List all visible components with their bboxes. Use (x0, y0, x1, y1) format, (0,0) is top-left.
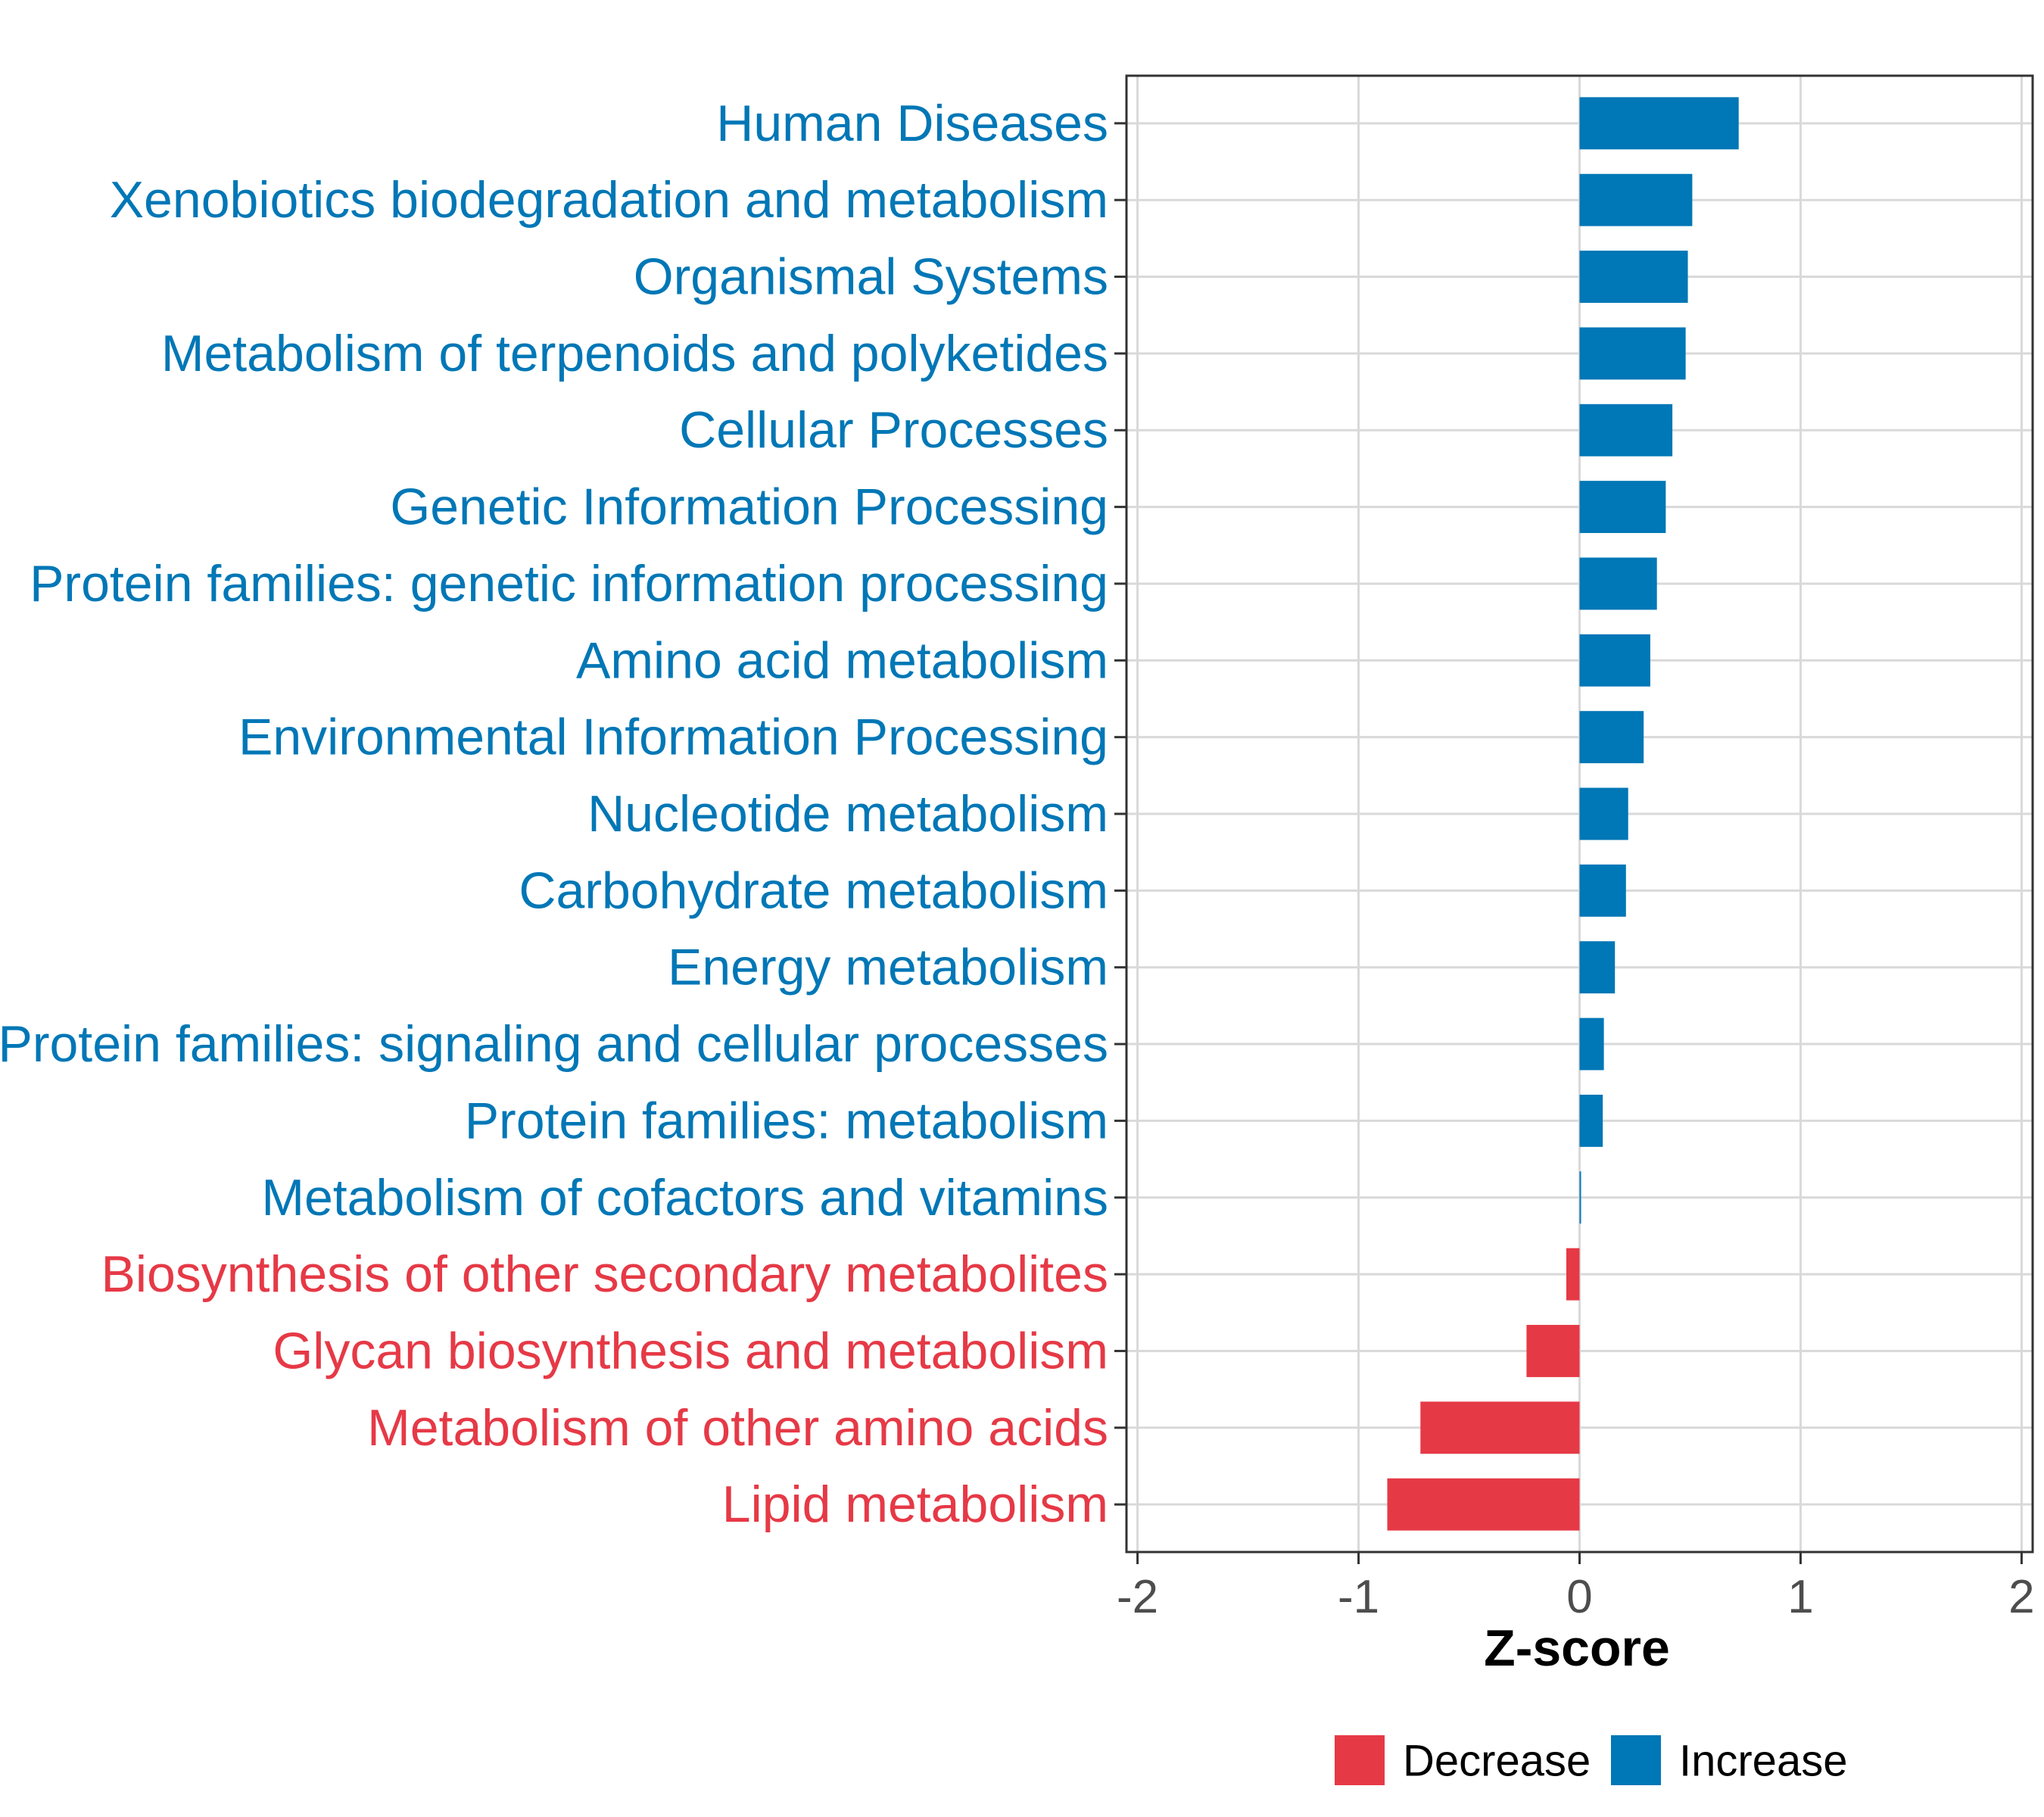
bar (1579, 941, 1616, 994)
bar (1579, 1094, 1603, 1147)
y-tick-label: Protein families: signaling and cellular… (0, 1015, 1108, 1073)
y-tick-label: Protein families: genetic information pr… (30, 555, 1108, 612)
x-tick-label: 2 (2008, 1571, 2034, 1623)
bar (1579, 864, 1626, 917)
y-tick-label: Amino acid metabolism (576, 631, 1108, 689)
y-tick-label: Metabolism of other amino acids (367, 1399, 1108, 1457)
bar (1579, 634, 1650, 687)
legend-item: Increase (1611, 1735, 1847, 1786)
bar (1579, 1171, 1581, 1224)
bar (1579, 1018, 1604, 1071)
y-tick-label: Human Diseases (716, 95, 1108, 152)
bar (1420, 1401, 1580, 1454)
bar (1387, 1478, 1580, 1531)
y-tick-label: Biosynthesis of other secondary metaboli… (101, 1245, 1108, 1303)
y-tick-label: Metabolism of terpenoids and polyketides (161, 325, 1108, 382)
legend-item: Decrease (1335, 1735, 1591, 1786)
y-tick-label: Energy metabolism (668, 939, 1108, 996)
x-axis-title: Z-score (1484, 1619, 1670, 1677)
y-tick-label: Environmental Information Processing (238, 709, 1108, 766)
bar (1579, 327, 1686, 380)
legend: Decrease Increase (1335, 1735, 1847, 1786)
y-tick-label: Genetic Information Processing (390, 478, 1108, 536)
y-tick-label: Nucleotide metabolism (587, 785, 1108, 843)
y-tick-label: Lipid metabolism (722, 1476, 1108, 1533)
y-tick-label: Protein families: metabolism (465, 1092, 1108, 1149)
x-tick-label: 1 (1787, 1571, 1813, 1623)
bar (1579, 251, 1688, 303)
y-tick-label: Cellular Processes (679, 401, 1108, 459)
y-tick-label: Metabolism of cofactors and vitamins (261, 1169, 1108, 1226)
bar (1579, 404, 1673, 457)
legend-label: Decrease (1403, 1737, 1591, 1786)
bar (1579, 787, 1628, 840)
legend-label: Increase (1679, 1737, 1847, 1786)
x-axis: -2 -1 0 1 2 (1117, 1552, 2035, 1623)
bar (1579, 173, 1693, 226)
legend-swatch (1611, 1735, 1661, 1785)
y-tick-label: Organismal Systems (634, 248, 1108, 306)
y-tick-label: Glycan biosynthesis and metabolism (273, 1322, 1108, 1379)
bar (1566, 1248, 1580, 1301)
x-tick-label: -1 (1338, 1571, 1379, 1623)
y-tick-label: Xenobiotics biodegradation and metabolis… (110, 171, 1108, 229)
bars-layer (1387, 97, 1739, 1531)
bar (1579, 557, 1657, 610)
bar (1579, 481, 1666, 534)
y-tick-label: Carbohydrate metabolism (519, 862, 1108, 919)
x-tick-label: 0 (1566, 1571, 1592, 1623)
legend-swatch (1335, 1735, 1385, 1785)
bar (1526, 1325, 1580, 1377)
bar (1579, 97, 1739, 150)
bar (1579, 711, 1644, 764)
y-axis: Human Diseases Xenobiotics biodegradation… (0, 95, 1126, 1533)
x-tick-label: -2 (1117, 1571, 1158, 1623)
